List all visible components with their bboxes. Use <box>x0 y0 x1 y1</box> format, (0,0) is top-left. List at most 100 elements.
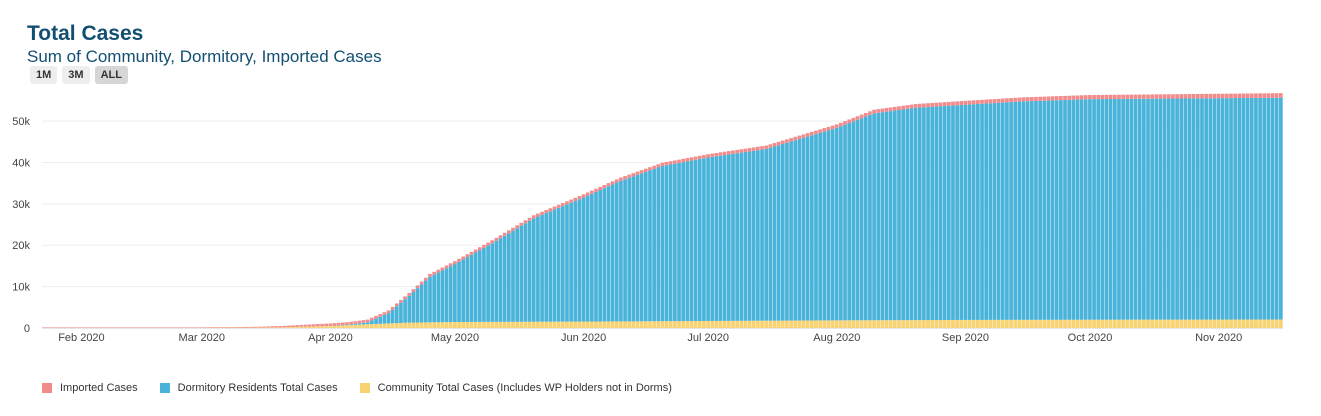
bar-community <box>722 320 727 328</box>
bar-community <box>610 321 615 328</box>
bar-imported <box>1000 98 1005 103</box>
bar-imported <box>461 256 466 260</box>
bar-imported <box>415 285 420 289</box>
bar-dormitory <box>1034 100 1038 320</box>
bar-community <box>494 321 499 328</box>
bar-dormitory <box>1075 99 1080 320</box>
bar-imported <box>170 327 175 328</box>
range-all-button[interactable]: ALL <box>94 66 128 84</box>
bar-imported <box>494 237 499 241</box>
bar-imported <box>62 327 67 328</box>
bar-imported <box>378 314 383 317</box>
bar-imported <box>390 306 395 310</box>
bar-dormitory <box>1146 98 1150 320</box>
bar-imported <box>602 185 607 189</box>
bar-dormitory <box>482 247 486 322</box>
bar-dormitory <box>1063 99 1067 320</box>
bar-dormitory <box>685 161 690 322</box>
bar-dormitory <box>619 180 623 322</box>
bar-dormitory <box>544 213 549 322</box>
bar-imported <box>884 107 889 112</box>
bar-dormitory <box>1117 98 1121 320</box>
bar-dormitory <box>386 313 391 324</box>
bar-dormitory <box>515 228 520 322</box>
bar-community <box>262 327 266 328</box>
bar-dormitory <box>760 149 764 321</box>
bar-imported <box>311 324 316 327</box>
bar-community <box>643 321 648 328</box>
bar-dormitory <box>1038 100 1042 320</box>
bar-dormitory <box>980 103 984 320</box>
bar-imported <box>166 327 171 328</box>
bar-community <box>897 320 901 328</box>
bar-imported <box>419 281 424 285</box>
range-3m-button[interactable]: 3M <box>62 66 90 84</box>
bar-community <box>448 322 453 328</box>
bar-imported <box>681 158 686 163</box>
bar-dormitory <box>855 119 860 321</box>
bar-imported <box>689 157 694 161</box>
bar-dormitory <box>1129 98 1134 320</box>
bar-imported <box>249 326 254 328</box>
range-1m-button[interactable]: 1M <box>30 66 58 84</box>
bar-imported <box>287 325 291 328</box>
legend-item-imported[interactable]: Imported Cases <box>42 382 138 394</box>
bar-imported <box>880 108 885 113</box>
bar-dormitory <box>1274 97 1279 320</box>
bar-dormitory <box>897 110 901 321</box>
bar-imported <box>1162 94 1167 99</box>
bar-dormitory <box>1100 99 1105 320</box>
bar-imported <box>573 197 578 201</box>
bar-dormitory <box>382 314 387 324</box>
y-tick-label: 10k <box>12 282 30 294</box>
bar-dormitory <box>739 152 744 321</box>
x-tick-label: May 2020 <box>431 332 479 344</box>
bar-imported <box>556 204 561 208</box>
bar-dormitory <box>423 280 428 323</box>
bar-imported <box>1009 98 1013 103</box>
bar-dormitory <box>1104 99 1109 320</box>
bar-imported <box>801 134 806 138</box>
bar-imported <box>1150 94 1155 99</box>
bar-community <box>814 320 818 328</box>
bar-dormitory <box>938 106 943 321</box>
bar-imported <box>959 101 964 106</box>
bar-imported <box>253 326 258 328</box>
bar-dormitory <box>764 148 769 321</box>
bar-dormitory <box>1009 102 1013 320</box>
bar-imported <box>162 327 167 328</box>
bar-imported <box>1121 94 1125 99</box>
bar-imported <box>536 213 540 217</box>
bar-dormitory <box>1200 98 1204 320</box>
bar-imported <box>619 177 623 181</box>
bar-community <box>548 321 553 328</box>
bar-dormitory <box>843 124 847 321</box>
bar-imported <box>233 327 237 328</box>
bar-imported <box>839 122 843 127</box>
bar-dormitory <box>411 291 416 323</box>
legend-item-dormitory[interactable]: Dormitory Residents Total Cases <box>159 382 338 394</box>
bar-community <box>560 321 565 328</box>
bar-dormitory <box>419 284 424 323</box>
bar-imported <box>577 196 582 200</box>
bar-dormitory <box>598 190 603 322</box>
legend-item-community[interactable]: Community Total Cases (Includes WP Holde… <box>359 382 672 394</box>
bar-dormitory <box>988 103 993 320</box>
bar-dormitory <box>353 323 358 325</box>
bar-community <box>531 321 536 328</box>
bar-community <box>556 321 561 328</box>
bar-dormitory <box>706 157 710 321</box>
bar-community <box>573 321 578 328</box>
bar-community <box>1249 319 1254 328</box>
bar-community <box>884 320 889 328</box>
bar-dormitory <box>805 136 810 321</box>
bar-dormitory <box>934 106 939 321</box>
bar-dormitory <box>1225 98 1229 320</box>
y-tick-label: 40k <box>12 157 30 169</box>
bar-dormitory <box>448 266 453 323</box>
x-tick-label: Mar 2020 <box>179 332 225 344</box>
bar-imported <box>490 240 495 244</box>
bar-community <box>1146 319 1150 328</box>
bar-dormitory <box>639 173 644 322</box>
bar-imported <box>1025 97 1030 102</box>
